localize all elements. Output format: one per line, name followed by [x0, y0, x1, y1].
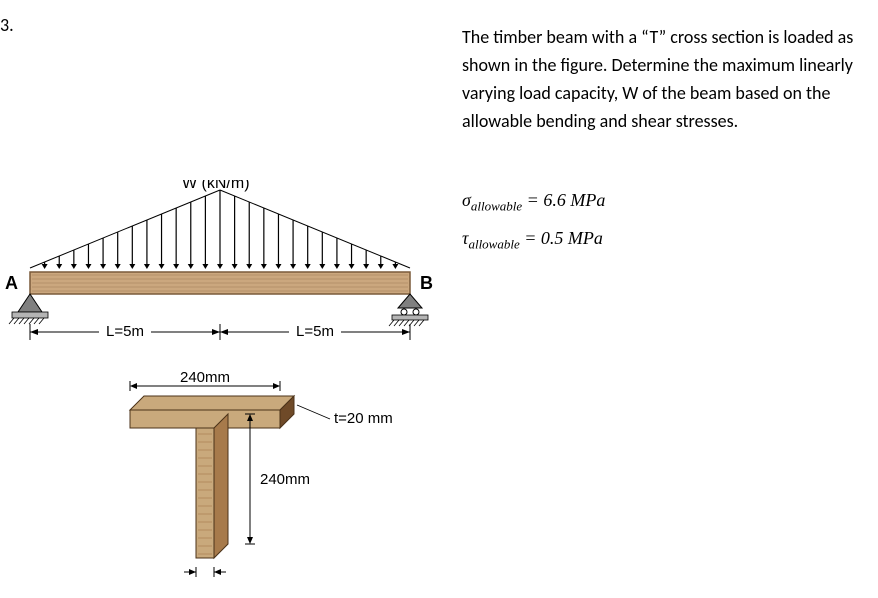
sigma-symbol: σ	[462, 190, 471, 210]
sigma-allowable-line: σallowable = 6.6 MPa	[462, 190, 605, 215]
tau-unit: MPa	[568, 228, 603, 248]
problem-statement: The timber beam with a “T” cross section…	[462, 24, 862, 136]
svg-text:L=5m: L=5m	[296, 323, 334, 340]
svg-text:240mm: 240mm	[180, 370, 230, 386]
cross-section-svg: 240mm t=20 mm 240mm t=20 mm	[110, 370, 420, 580]
tau-allowable-line: τallowable = 0.5 MPa	[462, 228, 603, 253]
svg-text:t=20 mm: t=20 mm	[334, 410, 393, 427]
svg-text:L=5m: L=5m	[106, 323, 144, 340]
beam-svg: A B W (kN/m) L=5m L=5m	[0, 180, 440, 350]
sigma-subscript: allowable	[471, 199, 522, 214]
svg-text:240mm: 240mm	[260, 471, 310, 488]
tau-subscript: allowable	[468, 237, 519, 252]
sigma-value: = 6.6	[522, 190, 570, 210]
svg-text:t=20 mm: t=20 mm	[176, 579, 235, 580]
tau-value: = 0.5	[520, 228, 568, 248]
svg-text:A: A	[5, 273, 18, 293]
svg-text:W (kN/m): W (kN/m)	[182, 180, 250, 192]
svg-text:B: B	[420, 273, 433, 293]
sigma-unit: MPa	[570, 190, 605, 210]
problem-number: 3.	[0, 14, 14, 36]
beam-diagram: A B W (kN/m) L=5m L=5m	[0, 180, 440, 340]
cross-section-diagram: 240mm t=20 mm 240mm t=20 mm	[110, 370, 420, 580]
